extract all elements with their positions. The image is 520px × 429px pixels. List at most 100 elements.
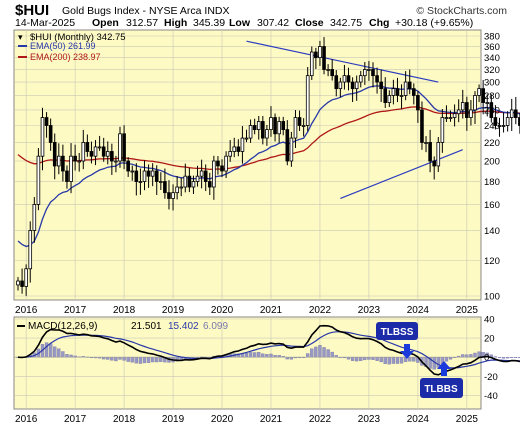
price-y-tick: 320	[484, 65, 500, 76]
macd-hist-bar	[461, 354, 465, 358]
macd-hist-bar	[310, 348, 314, 358]
price-y-tick: 180	[484, 177, 500, 188]
macd-hist-bar	[126, 357, 130, 362]
macd-hist-bar	[146, 357, 151, 363]
price-x-tick: 2021	[260, 305, 283, 316]
price-bar	[167, 180, 171, 210]
macd-hist-bar	[130, 357, 134, 363]
tlbss-label: TLBSS	[381, 327, 414, 338]
chart-title: Gold Bugs Index - NYSE Arca INDX	[62, 5, 230, 17]
price-bar	[32, 197, 37, 243]
macd-legend-name: MACD(12,26,9)	[28, 321, 97, 332]
price-bar	[342, 64, 347, 90]
price-bar	[305, 67, 310, 132]
price-bar	[52, 133, 57, 180]
price-bar	[420, 101, 424, 150]
price-bar	[334, 70, 339, 97]
price-bar	[244, 129, 249, 143]
price-bar	[20, 268, 24, 294]
high-label: High	[164, 17, 187, 29]
macd-hist-bar	[159, 357, 163, 362]
price-x-tick: 2019	[162, 305, 185, 316]
price-legend-icon: ▾	[18, 32, 23, 42]
macd-hist-bar	[383, 357, 387, 364]
price-x-tick: 2025	[456, 305, 479, 316]
macd-x-tick: 2020	[211, 414, 234, 425]
price-bar	[465, 96, 469, 131]
price-bar	[322, 37, 326, 75]
macd-y-tick: -20	[484, 372, 498, 383]
price-bar	[163, 168, 167, 199]
macd-hist-bar	[375, 357, 379, 361]
price-bar	[85, 134, 90, 157]
macd-y-tick-labels: -40 -20 0 20 40	[484, 315, 498, 402]
macd-hist-bar	[314, 346, 318, 358]
price-x-tick: 2022	[309, 305, 332, 316]
ema50-legend: EMA(50) 261.99	[30, 41, 96, 51]
price-bar	[440, 108, 445, 153]
macd-hist-bar	[269, 353, 273, 358]
price-bar	[383, 77, 388, 108]
close-label: Close	[295, 17, 324, 29]
price-bar	[48, 118, 53, 151]
price-bar	[175, 175, 179, 200]
price-y-tick: 120	[484, 256, 500, 267]
macd-hist-bar	[69, 354, 73, 358]
price-bar	[220, 159, 224, 178]
price-bar	[375, 67, 379, 94]
price-bar	[89, 141, 94, 164]
macd-hist-bar	[48, 343, 53, 358]
macd-hist-bar	[465, 354, 469, 358]
price-bar	[289, 131, 294, 167]
price-bar	[350, 77, 355, 103]
price-bar	[477, 84, 481, 103]
macd-x-tick: 2022	[309, 414, 332, 425]
price-x-tick-labels: 2016 2017 2018 2019 2020 2021 2022 2023 2024 2025	[15, 305, 478, 316]
price-bar	[379, 69, 383, 103]
macd-hist-bar	[261, 353, 265, 358]
macd-hist-bar	[505, 357, 510, 359]
price-y-tick: 140	[484, 226, 500, 237]
price-bar	[150, 163, 155, 187]
price-bar	[44, 112, 49, 138]
price-bar	[338, 77, 343, 98]
macd-hist-bar	[408, 357, 412, 362]
macd-y-tick: 40	[484, 315, 495, 326]
price-bar	[146, 164, 151, 188]
macd-y-tick: 0	[484, 353, 489, 364]
macd-x-tick: 2019	[162, 414, 185, 425]
price-bar	[97, 135, 102, 151]
tlbss-box	[376, 322, 418, 340]
price-x-tick: 2024	[407, 305, 430, 316]
macd-hist-bar	[65, 354, 69, 358]
macd-x-tick: 2018	[113, 414, 136, 425]
price-bar	[456, 99, 461, 123]
price-bar	[497, 117, 502, 137]
price-bar	[77, 152, 82, 172]
macd-x-tick: 2017	[64, 414, 87, 425]
price-bar	[265, 124, 269, 146]
macd-hist-bar	[318, 345, 322, 358]
price-bar	[126, 157, 130, 177]
price-bar	[203, 164, 208, 192]
price-bar	[395, 77, 400, 103]
macd-hist-bar	[306, 353, 310, 358]
price-bar	[236, 139, 241, 157]
price-bar	[509, 98, 514, 131]
price-y-tick: 220	[484, 138, 500, 149]
price-bar	[505, 111, 510, 132]
price-bar	[277, 116, 281, 143]
price-bars	[16, 37, 520, 296]
macd-hist-bar	[134, 357, 138, 364]
price-bar	[261, 116, 265, 145]
macd-hist-bar	[514, 357, 518, 358]
macd-hist-bar	[106, 357, 110, 360]
macd-hist-bar	[350, 357, 355, 361]
price-bar	[212, 155, 216, 200]
price-bar	[134, 163, 139, 196]
price-bar	[432, 156, 436, 180]
macd-hist-bar	[387, 357, 391, 365]
header-date: 14-Mar-2025	[15, 17, 75, 29]
macd-hist-bar	[497, 357, 502, 358]
macd-hist-bar	[395, 357, 400, 364]
